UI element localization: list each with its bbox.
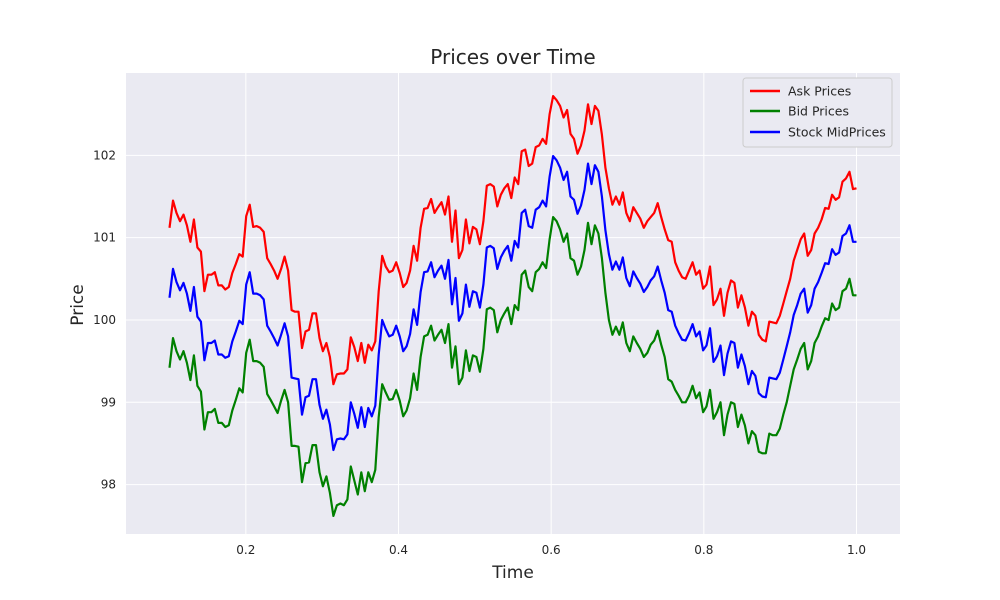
x-tick-label: 1.0 bbox=[847, 543, 866, 557]
legend-frame bbox=[742, 77, 893, 148]
series-layer bbox=[168, 94, 857, 518]
bid-prices-line bbox=[168, 216, 857, 518]
chart-title: Prices over Time bbox=[430, 45, 595, 69]
y-tick-label: 98 bbox=[101, 478, 116, 492]
y-tick-label: 102 bbox=[93, 148, 116, 162]
ask-prices-line bbox=[168, 94, 857, 386]
x-tick-label: 0.2 bbox=[236, 543, 255, 557]
y-tick-label: 99 bbox=[101, 395, 116, 409]
y-tick-label: 100 bbox=[93, 313, 116, 327]
y-axis-label: Price bbox=[68, 284, 88, 325]
grid bbox=[126, 73, 900, 534]
y-tick-label: 101 bbox=[93, 231, 116, 245]
legend-label-mid: Stock MidPrices bbox=[788, 125, 886, 140]
stock-midprices-line bbox=[168, 155, 857, 452]
x-tick-label: 0.8 bbox=[694, 543, 713, 557]
tick-labels: 0.2 0.4 0.6 0.8 1.0 98 99 100 101 102 bbox=[93, 148, 866, 557]
x-axis-label: Time bbox=[491, 563, 534, 583]
legend-label-bid: Bid Prices bbox=[788, 104, 849, 119]
legend: Ask Prices Bid Prices Stock MidPrices bbox=[742, 77, 893, 148]
x-tick-label: 0.4 bbox=[389, 543, 408, 557]
plot-area bbox=[126, 73, 900, 534]
legend-label-ask: Ask Prices bbox=[788, 84, 851, 99]
x-tick-label: 0.6 bbox=[542, 543, 561, 557]
